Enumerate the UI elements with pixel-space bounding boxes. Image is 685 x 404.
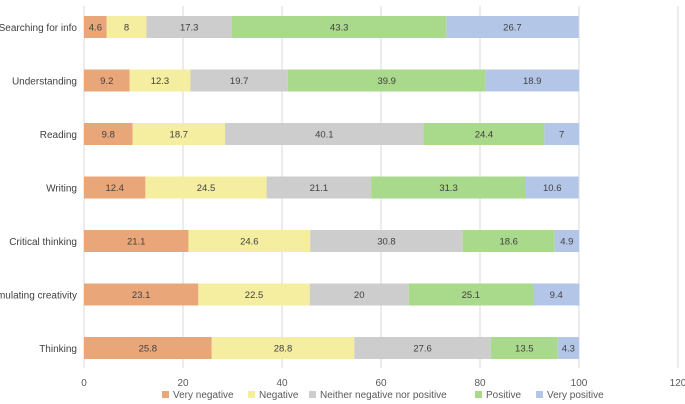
category-label: Understanding [12,77,77,88]
bars-group: 4.6 8 17.3 43.3 26.7 9.2 12.3 19.7 39.9 18.9 9.8 18… [84,16,580,359]
category-label: Critical thinking [9,237,77,248]
data-label: 24.6 [240,237,259,248]
legend-swatch [309,391,316,398]
legend-label: Negative [259,390,299,401]
category-labels: Searching for info Understanding Reading Wr… [0,23,77,355]
bar-segment [526,176,579,199]
bar-segment [446,16,579,38]
category-label: Searching for info [0,23,77,34]
data-label: 24.4 [475,130,494,141]
bar-segment [232,16,447,38]
data-label: 25.8 [139,344,158,355]
bar-segment [145,176,267,199]
data-label: 30.8 [377,237,396,248]
x-tick-label: 80 [474,378,486,389]
x-tick-label: 40 [276,378,288,389]
x-axis-ticks: 0 20 40 60 80 100 120 [81,378,685,389]
data-label: 40.1 [315,130,334,141]
data-label: 24.5 [197,183,216,194]
data-label: 18.9 [523,76,542,87]
bar-segment [490,337,558,359]
category-label: Thinking [39,344,77,355]
bar-segment [462,230,555,252]
data-label: 4.3 [562,344,575,355]
data-label: 8 [124,23,129,34]
legend-label: Very negative [173,390,234,401]
bar-segment [371,176,527,199]
bar-segment [84,69,130,92]
data-label: 23.1 [132,290,151,301]
data-label: 9.8 [102,130,115,141]
x-tick-label: 100 [571,378,588,389]
data-label: 12.3 [151,76,170,87]
legend-swatch [536,391,543,398]
legend: Very negative Negative Neither negative no… [162,390,604,401]
data-label: 39.9 [377,76,396,87]
bar-segment [84,337,212,359]
category-label: Reading [40,130,77,141]
data-label: 12.4 [105,183,124,194]
legend-swatch [475,391,482,398]
data-label: 19.7 [230,76,249,87]
bar-segment [84,16,107,38]
bar-segment [287,69,486,92]
data-label: 9.4 [550,290,563,301]
bar-segment [485,69,579,92]
data-label: 9.2 [100,76,113,87]
bar-segment [554,230,579,252]
data-label: 4.9 [560,237,573,248]
bar-segment [106,16,147,38]
bar-segment [188,230,311,252]
bar-segment [84,230,189,252]
data-label: 21.1 [127,237,146,248]
data-label: 28.8 [274,344,293,355]
bar-segment [423,123,545,145]
data-label: 18.6 [499,237,518,248]
bar-segment [266,176,372,199]
bar-segment [408,283,533,306]
bar-segment [132,123,226,145]
x-tick-label: 0 [81,378,87,389]
x-tick-label: 60 [375,378,387,389]
data-label: 7 [559,130,564,141]
bar-segment [190,69,288,92]
data-label: 4.6 [89,23,102,34]
data-label: 18.7 [170,130,189,141]
data-label: 22.5 [245,290,264,301]
bar-segment [84,283,199,306]
category-label: Stimulating creativity [0,291,77,302]
bar-segment [544,123,579,145]
bar-segment [557,337,579,359]
bar-segment [146,16,233,38]
data-label: 31.3 [439,183,458,194]
legend-label: Positive [486,390,521,401]
x-tick-label: 120 [670,378,685,389]
bar-segment [354,337,491,359]
bar-segment [84,123,133,145]
bar-segment [309,283,409,306]
x-tick-label: 20 [177,378,189,389]
bar-segment [211,337,355,359]
bar-segment [225,123,424,145]
legend-label: Neither negative nor positive [320,390,447,401]
bar-segment [532,283,580,306]
data-label: 17.3 [180,23,199,34]
data-label: 26.7 [503,23,522,34]
bar-segment [84,176,146,199]
category-label: Writing [46,184,77,195]
data-label: 10.6 [543,183,562,194]
data-label: 13.5 [515,344,534,355]
legend-swatch [162,391,169,398]
legend-swatch [248,391,255,398]
data-label: 21.1 [310,183,329,194]
data-label: 20 [354,290,365,301]
data-label: 25.1 [462,290,481,301]
bar-segment [198,283,310,306]
data-label: 27.6 [413,344,432,355]
bar-segment [129,69,191,92]
bar-segment [310,230,463,252]
data-label: 43.3 [330,23,349,34]
legend-label: Very positive [547,390,604,401]
